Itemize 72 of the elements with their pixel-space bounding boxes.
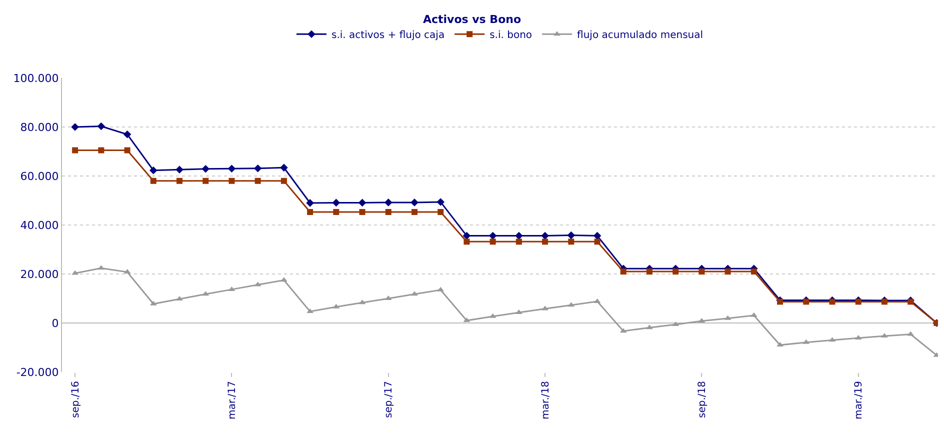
- point: [333, 209, 340, 216]
- point: [384, 198, 392, 206]
- point: [72, 147, 78, 154]
- point: [280, 164, 288, 172]
- point: [724, 268, 731, 275]
- point: [149, 166, 158, 174]
- x-tick-label: mar./18: [540, 381, 552, 420]
- point: [228, 178, 235, 184]
- point: [176, 178, 182, 184]
- x-tick-label: sep./16: [70, 381, 82, 418]
- point: [306, 199, 314, 207]
- point: [359, 209, 366, 216]
- point: [541, 232, 549, 240]
- point: [750, 268, 757, 275]
- point: [71, 123, 79, 131]
- y-tick-label: 0: [52, 316, 59, 330]
- point: [254, 178, 261, 184]
- y-tick-label: 20.000: [20, 268, 59, 281]
- point: [332, 198, 340, 207]
- point: [307, 209, 314, 216]
- legend-label: flujo acumulado mensual: [577, 30, 704, 41]
- point: [568, 238, 574, 245]
- x-tick-label: sep./17: [384, 381, 395, 418]
- point: [698, 268, 705, 275]
- legend-label: s.i. activos + flujo caja: [332, 30, 445, 41]
- point: [829, 298, 836, 305]
- point: [176, 166, 184, 174]
- point: [516, 238, 522, 245]
- point: [490, 238, 496, 245]
- y-tick-label: 80.000: [20, 120, 59, 134]
- legend-label: s.i. bono: [490, 30, 532, 41]
- point: [438, 209, 444, 216]
- point: [358, 198, 366, 207]
- point: [436, 198, 444, 206]
- y-tick-label: 40.000: [20, 218, 59, 232]
- point: [202, 165, 210, 173]
- point: [620, 268, 626, 275]
- point: [646, 268, 652, 275]
- point: [98, 147, 104, 154]
- point: [672, 268, 679, 275]
- point: [777, 298, 784, 305]
- chart-title: Activos vs Bono: [422, 12, 522, 26]
- point: [385, 209, 392, 216]
- point: [254, 164, 262, 172]
- point: [176, 296, 183, 300]
- point: [542, 238, 548, 245]
- point: [123, 130, 132, 138]
- point: [776, 342, 784, 347]
- point: [228, 164, 236, 173]
- y-tick-label: -20.000: [16, 366, 59, 379]
- x-tick-label: mar./19: [854, 381, 865, 420]
- point: [150, 178, 156, 184]
- point: [855, 298, 862, 305]
- point: [881, 332, 888, 338]
- point: [646, 324, 653, 330]
- point: [542, 306, 548, 310]
- point: [124, 147, 130, 154]
- point: [594, 238, 600, 245]
- point: [202, 178, 209, 184]
- point: [97, 122, 106, 130]
- y-tick-label: 100.000: [13, 72, 59, 85]
- point: [411, 291, 418, 296]
- point: [280, 178, 287, 184]
- x-tick-label: mar./17: [226, 381, 238, 420]
- y-tick-label: 60.000: [20, 170, 59, 183]
- point: [411, 209, 418, 216]
- point: [410, 198, 418, 206]
- point: [803, 298, 810, 305]
- x-tick-label: sep./18: [696, 381, 708, 418]
- point: [464, 238, 470, 245]
- point: [567, 231, 576, 240]
- point: [515, 232, 523, 240]
